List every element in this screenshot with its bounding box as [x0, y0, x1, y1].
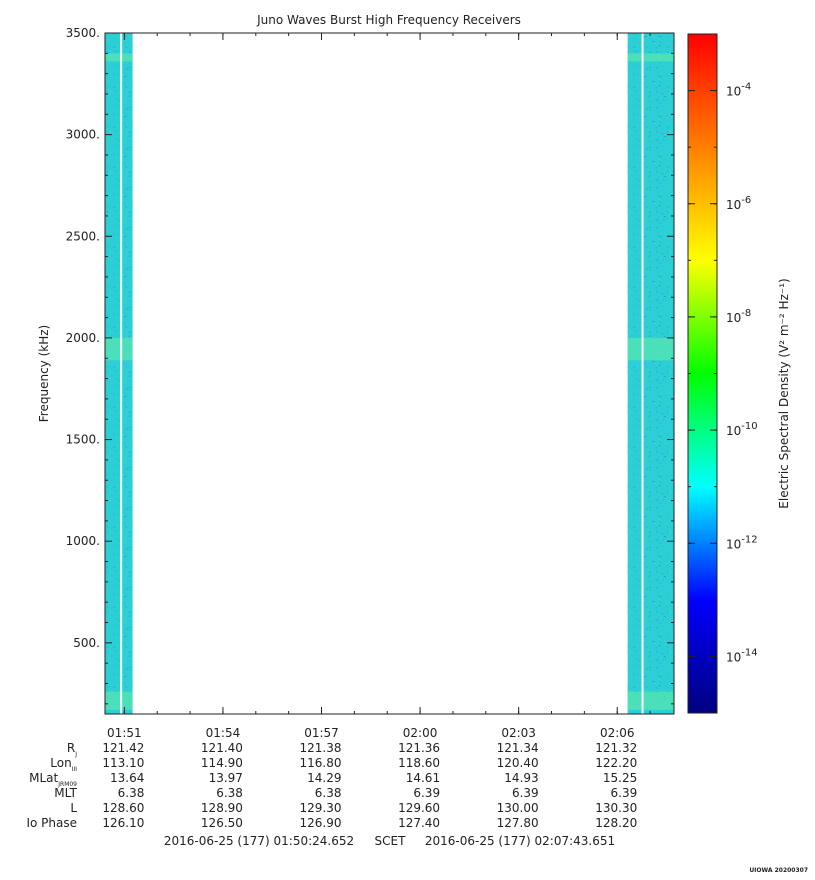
colorbar-label: Electric Spectral Density (V² m⁻² Hz⁻¹): [777, 278, 791, 508]
data-block-2: [627, 33, 674, 714]
ephemeris-value: 6.38: [315, 786, 342, 800]
ephemeris-value: 121.38: [300, 741, 342, 755]
time-range-end: 2016-06-25 (177) 02:07:43.651: [425, 834, 615, 848]
ephemeris-value: 122.20: [595, 756, 637, 770]
ephemeris-value: 6.39: [413, 786, 440, 800]
plot-area: [105, 33, 674, 714]
x-tick-label: 02:00: [403, 726, 438, 740]
chart-title: Juno Waves Burst High Frequency Receiver…: [256, 13, 521, 27]
x-tick-label: 01:57: [304, 726, 339, 740]
colorbar-tick-label: 10-12: [726, 534, 758, 551]
y-tick-label: 2000.: [66, 331, 100, 345]
y-tick-label: 500.: [73, 636, 100, 650]
ephemeris-value: 15.25: [603, 771, 637, 785]
ephemeris-value: 13.97: [209, 771, 243, 785]
colorbar-tick-label: 10-10: [726, 421, 758, 438]
ephemeris-value: 126.90: [300, 816, 342, 830]
block-texture: [627, 33, 674, 714]
ephemeris-value: 120.40: [497, 756, 539, 770]
ephemeris-value: 126.50: [201, 816, 243, 830]
data-blocks: [105, 33, 674, 714]
ephemeris-value: 121.32: [595, 741, 637, 755]
time-range-label: SCET: [375, 834, 407, 848]
data-block-1: [105, 33, 133, 714]
y-tick-label: 1000.: [66, 534, 100, 548]
credit-stamp: UIOWA 20200307: [749, 867, 808, 874]
ephemeris-value: 14.93: [504, 771, 538, 785]
ephemeris-value: 127.80: [497, 816, 539, 830]
colorbar-tick-label: 10-14: [726, 647, 758, 664]
ephemeris-value: 118.60: [398, 756, 440, 770]
emission-band: [627, 691, 674, 710]
x-tick-label: 01:51: [107, 726, 142, 740]
block-texture: [105, 33, 133, 714]
ephemeris-value: 6.38: [118, 786, 145, 800]
colorbar: 10-4 10-6 10-8 10-10 10-12 10-14: [687, 33, 758, 714]
ephemeris-value: 130.00: [497, 801, 539, 815]
emission-band: [105, 337, 133, 361]
ephemeris-table: RJ 121.42 121.40 121.38 121.36 121.34 121.32 Lo…: [26, 741, 637, 830]
emission-band: [627, 53, 674, 62]
y-tick-label: 3000.: [66, 128, 100, 142]
ephemeris-value: 13.64: [110, 771, 144, 785]
ephemeris-value: 128.60: [102, 801, 144, 815]
emission-band: [105, 53, 133, 62]
ephemeris-row-label: Io Phase: [26, 816, 77, 830]
ephemeris-row-label: L: [70, 801, 77, 815]
ephemeris-value: 128.20: [595, 816, 637, 830]
ephemeris-value: 121.36: [398, 741, 440, 755]
ephemeris-value: 114.90: [201, 756, 243, 770]
ephemeris-value: 127.40: [398, 816, 440, 830]
emission-band: [105, 691, 133, 710]
ephemeris-value: 14.29: [307, 771, 341, 785]
y-axis-label: Frequency (kHz): [37, 325, 51, 422]
colorbar-gradient: [687, 33, 718, 714]
ephemeris-row-label: MLT: [54, 786, 77, 800]
ephemeris-value: 116.80: [300, 756, 342, 770]
x-axis: 01:51 01:54 01:57 02:00 02:03 02:06: [107, 33, 651, 740]
ephemeris-value: 113.10: [102, 756, 144, 770]
ephemeris-value: 121.34: [497, 741, 539, 755]
y-tick-label: 2500.: [66, 229, 100, 243]
ephemeris-value: 121.40: [201, 741, 243, 755]
emission-band: [627, 337, 674, 361]
colorbar-tick-label: 10-8: [726, 308, 751, 325]
y-tick-label: 1500.: [66, 433, 100, 447]
ephemeris-value: 130.30: [595, 801, 637, 815]
ephemeris-value: 128.90: [201, 801, 243, 815]
ephemeris-value: 6.39: [611, 786, 638, 800]
y-axis: 500. 1000. 1500. 2000. 2500. 3000. 3500.: [66, 26, 674, 705]
ephemeris-value: 6.39: [512, 786, 539, 800]
ephemeris-value: 121.42: [102, 741, 144, 755]
time-range-start: 2016-06-25 (177) 01:50:24.652: [164, 834, 354, 848]
ephemeris-value: 129.60: [398, 801, 440, 815]
plot-frame: [104, 32, 675, 715]
ephemeris-row-label: RJ: [67, 741, 77, 758]
data-gap: [641, 33, 644, 714]
data-gap: [120, 33, 123, 714]
x-tick-label: 02:03: [501, 726, 536, 740]
colorbar-tick-label: 10-6: [726, 195, 751, 212]
y-tick-label: 3500.: [66, 26, 100, 40]
ephemeris-row-label: MLatJRM09: [29, 771, 77, 788]
x-tick-label: 01:54: [206, 726, 241, 740]
ephemeris-value: 129.30: [300, 801, 342, 815]
ephemeris-value: 14.61: [406, 771, 440, 785]
ephemeris-value: 126.10: [102, 816, 144, 830]
x-tick-label: 02:06: [600, 726, 635, 740]
ephemeris-row-label: LonIII: [50, 756, 77, 773]
ephemeris-value: 6.38: [216, 786, 243, 800]
colorbar-tick-label: 10-4: [726, 82, 751, 99]
